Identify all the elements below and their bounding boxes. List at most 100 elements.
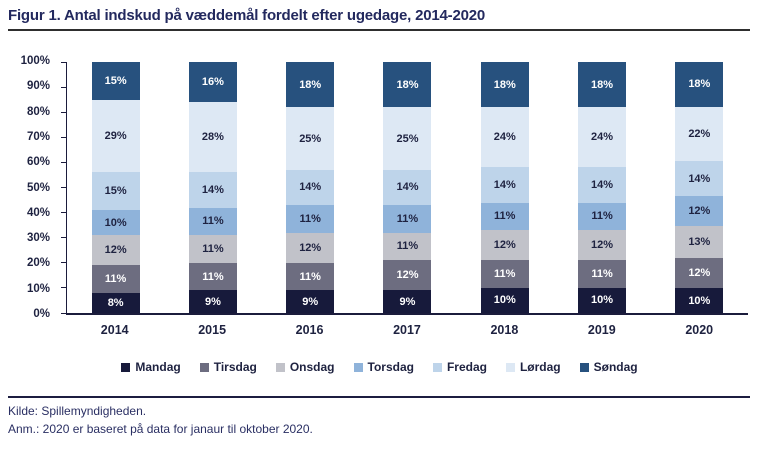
segment-value-label: 12% (591, 239, 614, 252)
bar-segment-torsdag: 11% (286, 205, 335, 233)
legend-label: Søndag (593, 360, 638, 374)
bar-segment-søndag: 18% (286, 62, 335, 108)
segment-value-label: 28% (201, 131, 224, 144)
segment-value-label: 12% (493, 239, 516, 252)
segment-value-label: 18% (396, 78, 419, 91)
legend-label: Torsdag (367, 360, 414, 374)
legend-swatch-icon (199, 362, 209, 372)
y-axis: 0% 10% 20% 30% 40% 50% 60% 70% 80% 90% 100% (0, 55, 60, 320)
legend-item-tirsdag: Tirsdag (199, 360, 257, 374)
bar-segment-onsdag: 13% (675, 225, 724, 259)
legend-swatch-icon (275, 362, 285, 372)
legend-label: Onsdag (289, 360, 335, 374)
segment-value-label: 10% (688, 294, 711, 307)
y-tick-mark (61, 237, 66, 239)
segment-value-label: 14% (299, 181, 322, 194)
x-tick-label: 2018 (490, 323, 519, 337)
segment-value-label: 14% (688, 172, 711, 185)
bar-segment-lørdag: 22% (675, 106, 724, 162)
y-tick-mark (61, 187, 66, 188)
bar-column-2015: 16% 28% 14% 11% 11% 11% 9% (188, 62, 237, 313)
bar-segment-torsdag: 11% (578, 202, 627, 231)
bar-segment-tirsdag: 11% (188, 262, 237, 291)
bar-segment-onsdag: 11% (188, 235, 237, 263)
bar-segment-lørdag: 25% (383, 107, 432, 170)
bar-segment-lørdag: 24% (480, 107, 529, 168)
bar-column-2017: 18% 25% 14% 11% 11% 12% 9% (383, 62, 432, 313)
segment-value-label: 14% (201, 183, 224, 196)
legend-swatch-icon (579, 362, 589, 372)
bar-segment-onsdag: 12% (91, 235, 140, 266)
y-tick-mark (61, 262, 66, 264)
bar-segment-tirsdag: 12% (675, 258, 724, 289)
segment-value-label: 11% (591, 268, 613, 281)
bar-segment-lørdag: 29% (91, 99, 140, 173)
y-tick-label: 60% (26, 156, 50, 169)
y-tick-mark (61, 86, 66, 88)
segment-value-label: 16% (201, 76, 224, 89)
y-tick-mark (61, 61, 66, 63)
x-tick-label: 2017 (393, 323, 421, 337)
segment-value-label: 9% (399, 295, 416, 308)
bar-segment-tirsdag: 11% (91, 265, 140, 293)
legend-item-mandag: Mandag (121, 360, 181, 374)
chart-legend: Mandag Tirsdag Onsdag Torsdag Fredag Lørdag Sø… (0, 360, 759, 374)
y-tick-label: 40% (26, 206, 50, 219)
segment-value-label: 8% (107, 296, 124, 309)
bar-segment-søndag: 18% (480, 62, 529, 108)
stacked-bar-chart: 15% 29% 15% 10% 12% 11% 8% 16% 28% 14% 11% 11% 11% 9%… (61, 61, 748, 315)
legend-swatch-icon (353, 362, 363, 372)
segment-value-label: 18% (688, 78, 711, 91)
legend-item-torsdag: Torsdag (353, 360, 414, 374)
legend-label: Fredag (446, 360, 487, 374)
note-text: Anm.: 2020 er baseret på data for janaur… (8, 422, 313, 436)
bar-segment-onsdag: 12% (286, 232, 335, 263)
bar-segment-søndag: 16% (188, 62, 237, 103)
figure-title: Figur 1. Antal indskud på væddemål forde… (8, 7, 486, 24)
bar-segment-mandag: 9% (286, 290, 335, 313)
y-tick-label: 70% (26, 130, 50, 143)
bar-segment-søndag: 15% (91, 62, 140, 100)
x-tick-label: 2019 (587, 323, 616, 337)
legend-swatch-icon (121, 362, 131, 372)
bar-column-2020: 18% 22% 14% 12% 13% 12% 10% (675, 62, 724, 313)
segment-value-label: 24% (591, 131, 614, 144)
segment-value-label: 11% (104, 273, 127, 286)
y-tick-mark (61, 312, 66, 314)
y-tick-mark (61, 111, 66, 113)
bar-segment-mandag: 10% (578, 287, 627, 313)
segment-value-label: 13% (688, 236, 711, 249)
y-tick-label: 20% (26, 257, 50, 270)
legend-label: Lørdag (519, 360, 561, 374)
y-tick-label: 0% (33, 308, 50, 320)
y-tick-label: 80% (26, 105, 50, 118)
bar-segment-fredag: 14% (480, 167, 529, 203)
segment-value-label: 11% (396, 240, 419, 253)
legend-label: Mandag (135, 360, 181, 374)
segment-value-label: 11% (202, 242, 224, 255)
legend-item-onsdag: Onsdag (275, 360, 335, 374)
segment-value-label: 9% (204, 295, 221, 308)
segment-value-label: 10% (104, 216, 127, 229)
bar-segment-mandag: 9% (383, 290, 432, 313)
segment-value-label: 11% (591, 210, 613, 223)
segment-value-label: 12% (396, 269, 419, 282)
legend-swatch-icon (505, 362, 515, 372)
segment-value-label: 22% (688, 128, 711, 141)
bar-column-2019: 18% 24% 14% 11% 12% 11% 10% (578, 62, 627, 313)
bar-segment-fredag: 14% (188, 172, 237, 208)
bar-segment-fredag: 15% (91, 172, 140, 211)
bar-segment-mandag: 10% (480, 287, 529, 313)
segment-value-label: 24% (493, 131, 516, 144)
bar-segment-torsdag: 12% (675, 196, 724, 226)
segment-value-label: 12% (104, 244, 127, 257)
segment-value-label: 12% (688, 267, 711, 280)
bar-segment-mandag: 10% (675, 288, 724, 313)
bar-segment-torsdag: 11% (383, 205, 432, 233)
bar-segment-fredag: 14% (383, 169, 432, 206)
bar-segment-lørdag: 25% (286, 107, 335, 170)
segment-value-label: 11% (202, 215, 224, 228)
bar-segment-tirsdag: 11% (286, 262, 335, 291)
bar-segment-tirsdag: 12% (383, 260, 432, 291)
